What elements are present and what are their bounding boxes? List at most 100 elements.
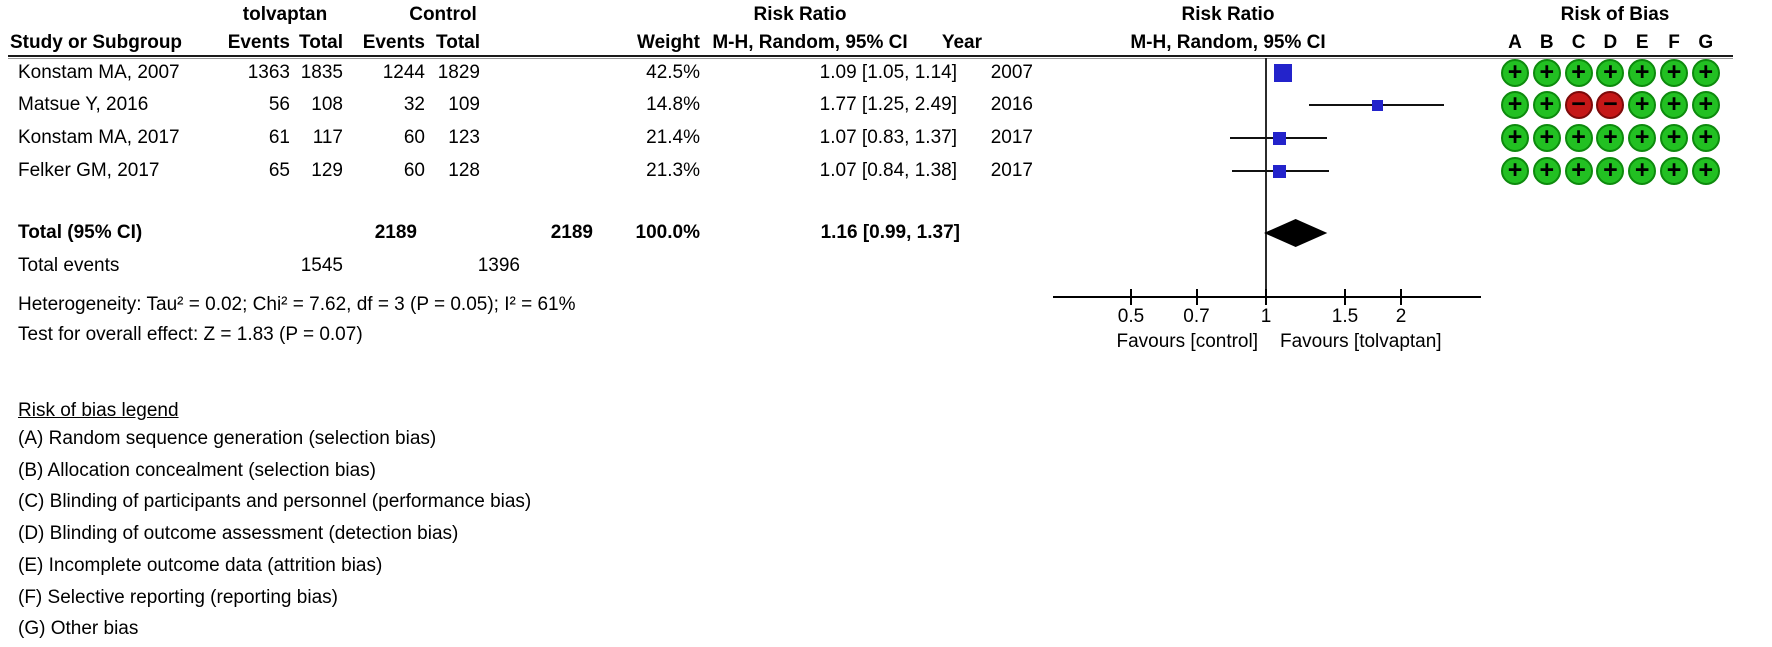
group-header-control: Control	[409, 4, 477, 25]
plus-icon: +	[1698, 122, 1714, 151]
axis-tick	[1343, 289, 1346, 305]
plus-icon: +	[1698, 155, 1714, 184]
study-weight: 14.8%	[646, 94, 700, 115]
rob-low-risk-icon: +	[1532, 155, 1561, 185]
rob-low-risk-icon: +	[1564, 155, 1593, 185]
study-total-tolvaptan: 117	[312, 127, 343, 148]
col-header-study: Study or Subgroup	[10, 32, 183, 53]
rob-legend-item: (D) Blinding of outcome assessment (dete…	[18, 523, 459, 544]
rob-column-letter: B	[1539, 32, 1554, 53]
plus-icon: +	[1634, 155, 1650, 184]
total-events-label: Total events	[18, 255, 120, 276]
study-year: 2007	[990, 62, 1033, 83]
plus-icon: +	[1571, 122, 1586, 151]
plus-icon: +	[1634, 57, 1650, 86]
heterogeneity-stats: Heterogeneity: Tau² = 0.02; Chi² = 7.62,…	[18, 294, 576, 315]
group-header-tolvaptan: tolvaptan	[242, 4, 328, 25]
total-weight: 100.0%	[635, 222, 700, 243]
study-rr-ci: 1.07 [0.84, 1.38]	[819, 160, 957, 181]
col-header-year: Year	[941, 32, 982, 53]
favours-right-label: Favours [tolvaptan]	[1280, 331, 1442, 352]
rob-low-risk-icon: +	[1596, 155, 1625, 185]
plus-icon: +	[1539, 155, 1555, 184]
study-name: Felker GM, 2017	[18, 160, 160, 181]
rob-low-risk-icon: +	[1628, 91, 1657, 119]
study-weight: 21.3%	[646, 160, 700, 181]
total-events-tolvaptan: 1545	[300, 255, 343, 276]
axis-tick	[1400, 289, 1403, 305]
rob-low-risk-icon: +	[1691, 122, 1720, 152]
axis-tick	[1265, 289, 1267, 305]
plus-icon: +	[1507, 89, 1523, 118]
total-n-tolvaptan: 2189	[374, 222, 417, 243]
plus-icon: +	[1603, 122, 1618, 151]
col-header-weight: Weight	[637, 32, 700, 53]
study-weight: 21.4%	[646, 127, 700, 148]
rob-low-risk-icon: +	[1691, 91, 1720, 119]
rob-column-letter: G	[1698, 32, 1714, 53]
rob-low-risk-icon: +	[1691, 155, 1720, 185]
rob-low-risk-icon: +	[1628, 122, 1657, 152]
study-events-tolvaptan: 61	[268, 127, 290, 148]
axis-tick-label: 2	[1395, 306, 1407, 327]
rob-legend-item: (B) Allocation concealment (selection bi…	[18, 460, 377, 481]
rob-column-letter: C	[1571, 32, 1586, 53]
rob-column-letter: A	[1508, 32, 1522, 53]
study-rr-ci: 1.09 [1.05, 1.14]	[819, 62, 957, 83]
x-axis-line	[1053, 296, 1481, 298]
rob-low-risk-icon: +	[1564, 122, 1593, 152]
summary-diamond	[1264, 219, 1328, 247]
rob-high-risk-icon: −	[1564, 91, 1593, 119]
overall-effect-test: Test for overall effect: Z = 1.83 (P = 0…	[18, 324, 363, 345]
favours-left-label: Favours [control]	[1116, 331, 1259, 352]
plus-icon: +	[1571, 57, 1586, 86]
rob-low-risk-icon: +	[1564, 57, 1593, 87]
rob-column-letter: E	[1635, 32, 1649, 53]
rob-low-risk-icon: +	[1532, 91, 1561, 119]
axis-tick-label: 0.5	[1117, 306, 1145, 327]
plus-icon: +	[1698, 57, 1714, 86]
study-name: Konstam MA, 2017	[18, 127, 180, 148]
rob-legend-item: (G) Other bias	[18, 618, 139, 639]
rob-legend-item: (E) Incomplete outcome data (attrition b…	[18, 555, 383, 576]
group-header-risk-ratio-text: Risk Ratio	[753, 4, 847, 25]
rob-low-risk-icon: +	[1660, 124, 1688, 152]
null-effect-line	[1265, 58, 1267, 297]
rob-low-risk-icon: +	[1501, 91, 1529, 119]
plus-icon: +	[1603, 155, 1618, 184]
study-events-control: 32	[403, 94, 425, 115]
study-events-tolvaptan: 65	[268, 160, 290, 181]
rob-low-risk-icon: +	[1532, 122, 1561, 152]
study-total-control: 1829	[437, 62, 480, 83]
rob-low-risk-icon: +	[1628, 155, 1657, 185]
col-header-events-tolvaptan: Events	[227, 32, 290, 53]
plus-icon: +	[1634, 122, 1650, 151]
plus-icon: +	[1539, 122, 1555, 151]
study-events-control: 1244	[382, 62, 425, 83]
study-total-tolvaptan: 129	[311, 160, 343, 181]
plus-icon: +	[1571, 155, 1586, 184]
plus-icon: +	[1666, 57, 1682, 86]
rob-low-risk-icon: +	[1532, 59, 1561, 87]
plus-icon: +	[1666, 122, 1682, 151]
rob-low-risk-icon: +	[1501, 157, 1529, 185]
axis-tick	[1129, 289, 1132, 305]
header-rule-shadow	[8, 58, 1733, 59]
study-name: Konstam MA, 2007	[18, 62, 180, 83]
rob-legend-item: (A) Random sequence generation (selectio…	[18, 428, 437, 449]
rob-low-risk-icon: +	[1628, 57, 1657, 87]
plus-icon: +	[1507, 57, 1523, 86]
rob-low-risk-icon: +	[1660, 59, 1688, 87]
col-header-total-control: Total	[436, 32, 480, 53]
study-rr-ci: 1.77 [1.25, 2.49]	[819, 94, 957, 115]
effect-square	[1272, 131, 1286, 145]
study-name: Matsue Y, 2016	[18, 94, 149, 115]
rob-column-letter: F	[1668, 32, 1680, 53]
study-total-control: 128	[448, 160, 480, 181]
study-events-tolvaptan: 1363	[247, 62, 290, 83]
total-rr-ci: 1.16 [0.99, 1.37]	[820, 222, 960, 243]
rob-low-risk-icon: +	[1691, 57, 1720, 87]
group-header-risk-of-bias: Risk of Bias	[1560, 4, 1670, 25]
axis-tick-label: 1	[1260, 306, 1272, 327]
study-year: 2017	[990, 160, 1033, 181]
